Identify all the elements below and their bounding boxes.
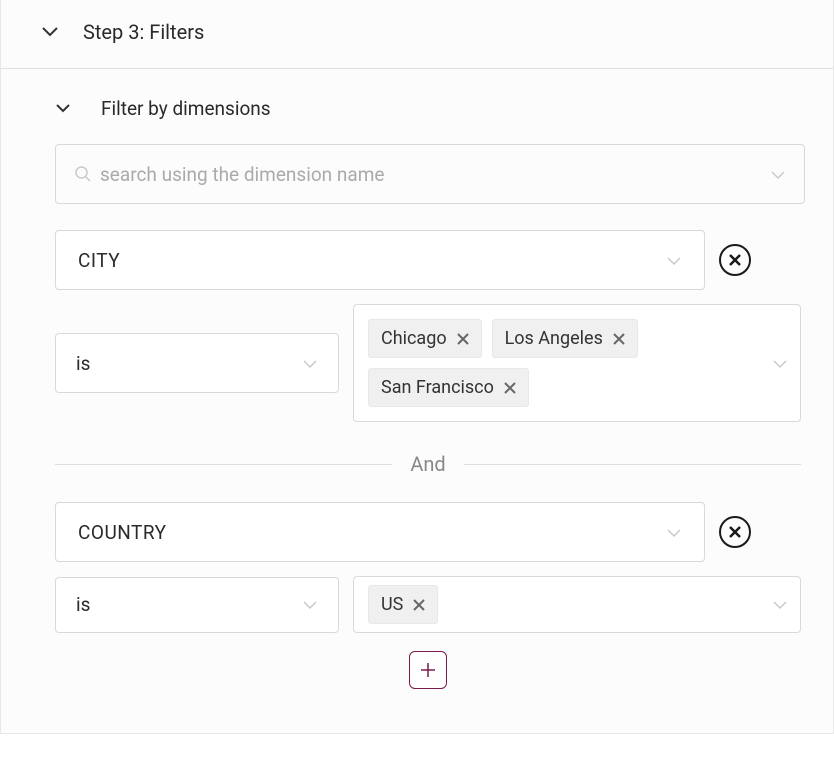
- values-multiselect[interactable]: Chicago Los Angeles: [353, 304, 801, 422]
- value-tag: Los Angeles: [492, 319, 638, 358]
- step-header[interactable]: Step 3: Filters: [1, 0, 833, 68]
- tag-label: Chicago: [381, 328, 447, 349]
- chevron-down-icon: [772, 354, 788, 373]
- chevron-down-icon: [666, 523, 682, 542]
- section-title: Filter by dimensions: [101, 97, 271, 120]
- value-tag: US: [368, 585, 438, 624]
- dimension-select-city[interactable]: CITY: [55, 230, 705, 290]
- search-placeholder: search using the dimension name: [100, 163, 770, 186]
- remove-tag-icon[interactable]: [613, 333, 625, 345]
- chevron-down-icon: [302, 595, 318, 614]
- and-separator: And: [55, 452, 801, 476]
- tag-label: San Francisco: [381, 377, 494, 398]
- remove-filter-button[interactable]: [719, 244, 751, 276]
- remove-filter-button[interactable]: [719, 516, 751, 548]
- remove-tag-icon[interactable]: [413, 599, 425, 611]
- dimension-label: COUNTRY: [78, 521, 666, 544]
- value-tag: Chicago: [368, 319, 482, 358]
- dimension-label: CITY: [78, 249, 666, 272]
- chevron-down-icon: [302, 354, 318, 373]
- chevron-down-icon: [772, 595, 788, 614]
- chevron-down-icon: [770, 165, 786, 184]
- chevron-down-icon: [666, 251, 682, 270]
- operator-select[interactable]: is: [55, 333, 339, 393]
- section-header[interactable]: Filter by dimensions: [21, 69, 821, 144]
- chevron-down-icon: [55, 103, 71, 114]
- chevron-down-icon: [41, 26, 59, 38]
- step-title: Step 3: Filters: [83, 20, 204, 44]
- add-filter-button[interactable]: [409, 651, 447, 689]
- dimension-search-input[interactable]: search using the dimension name: [55, 144, 805, 204]
- tag-label: Los Angeles: [505, 328, 603, 349]
- tag-label: US: [381, 594, 403, 615]
- operator-label: is: [76, 352, 302, 375]
- operator-label: is: [76, 593, 302, 616]
- value-tag: San Francisco: [368, 368, 529, 407]
- remove-tag-icon[interactable]: [457, 333, 469, 345]
- separator-line: [55, 464, 392, 465]
- separator-line: [464, 464, 801, 465]
- remove-tag-icon[interactable]: [504, 382, 516, 394]
- search-icon: [74, 165, 92, 183]
- operator-select[interactable]: is: [55, 577, 339, 633]
- dimension-select-country[interactable]: COUNTRY: [55, 502, 705, 562]
- values-multiselect[interactable]: US: [353, 576, 801, 633]
- separator-label: And: [392, 452, 463, 476]
